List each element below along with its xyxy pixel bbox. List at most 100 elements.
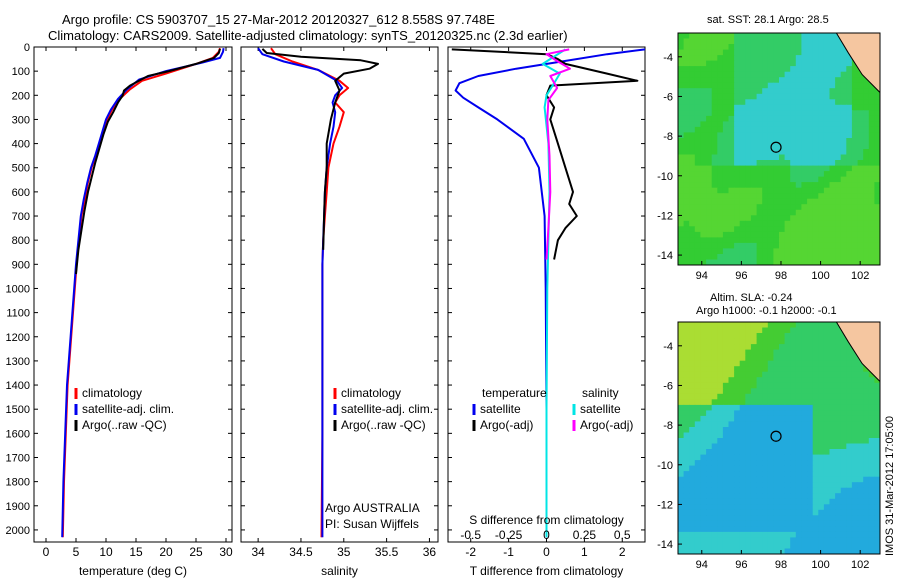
map-cell [840,349,847,356]
map-cell [717,66,724,73]
map-cell [762,209,769,216]
map-cell [711,49,718,56]
x-axis-label: temperature (deg C) [79,564,187,578]
map-cell [739,115,746,122]
map-cell [784,333,791,340]
x-tick-label: 96 [735,559,747,571]
map-cell [812,371,819,378]
map-cell [745,115,752,122]
map-cell [773,537,780,544]
map-cell [851,531,859,538]
map-cell [722,231,730,238]
map-cell [745,193,752,200]
map-cell [851,204,859,211]
map-cell [818,171,825,178]
map-cell [812,193,819,200]
map-cell [722,259,730,265]
map-cell [689,88,696,95]
map-cell [868,154,875,161]
map-cell [773,415,780,422]
map-cell [745,104,752,111]
map-cell [874,493,880,500]
map-cell [840,126,847,133]
map-cell [683,537,690,544]
map-cell [711,193,718,200]
map-cell [689,360,696,367]
map-cell [829,242,836,249]
map-cell [756,438,763,445]
map-cell [722,471,730,478]
map-cell [706,421,713,428]
map-cell [823,160,831,167]
map-cell [745,548,752,554]
map-cell [739,55,746,62]
map-cell [829,226,836,233]
map-cell [767,543,774,550]
map-cell [874,548,880,554]
map-cell [711,71,718,78]
map-cell [734,242,741,249]
map-cell [717,471,724,478]
map-cell [689,465,696,472]
map-cell [863,254,870,261]
map-cell [711,171,718,178]
map-cell [823,204,831,211]
map-cell [790,171,797,178]
map-cell [857,421,864,428]
map-cell [756,104,763,111]
map-cell [745,454,752,461]
map-cell [784,55,791,62]
map-cell [818,427,825,434]
map-cell [683,371,690,378]
map-cell [795,377,802,384]
map-cell [773,226,780,233]
map-cell [722,410,730,417]
map-cell [683,333,690,340]
map-cell [790,193,797,200]
map-cell [683,515,690,522]
map-cell [840,449,847,456]
map-cell [779,132,786,139]
map-cell [683,187,690,194]
map-cell [706,393,713,400]
map-cell [807,71,814,78]
map-cell [812,537,819,544]
map-cell [717,99,724,106]
map-cell [790,209,797,216]
map-cell [739,327,746,334]
map-cell [711,388,718,395]
map-cell [807,366,814,373]
map-cell [683,421,690,428]
map-cell [812,82,819,89]
map-cell [689,344,696,351]
map-cell [739,465,746,472]
map-cell [812,143,819,150]
map-cell [722,226,730,233]
map-cell [767,254,774,261]
map-cell [767,209,774,216]
map-cell [694,327,701,334]
map-cell [756,548,763,554]
map-cell [700,171,707,178]
map-cell [829,438,836,445]
map-cell [863,393,870,400]
map-cell [767,333,774,340]
map-cell [750,110,758,117]
map-cell [779,327,786,334]
map-cell [829,33,836,40]
map-cell [762,388,769,395]
map-cell [823,377,831,384]
map-cell [818,33,825,40]
map-cell [728,44,735,51]
map-cell [756,460,763,467]
map-cell [795,454,802,461]
x-tick-label: 10 [99,545,113,559]
map-cell [840,344,847,351]
map-cell [717,526,724,533]
map-cell [689,349,696,356]
map-cell [717,171,724,178]
map-cell [851,537,859,544]
map-cell [807,388,814,395]
map-cell [762,498,769,505]
map-cell [784,88,791,95]
